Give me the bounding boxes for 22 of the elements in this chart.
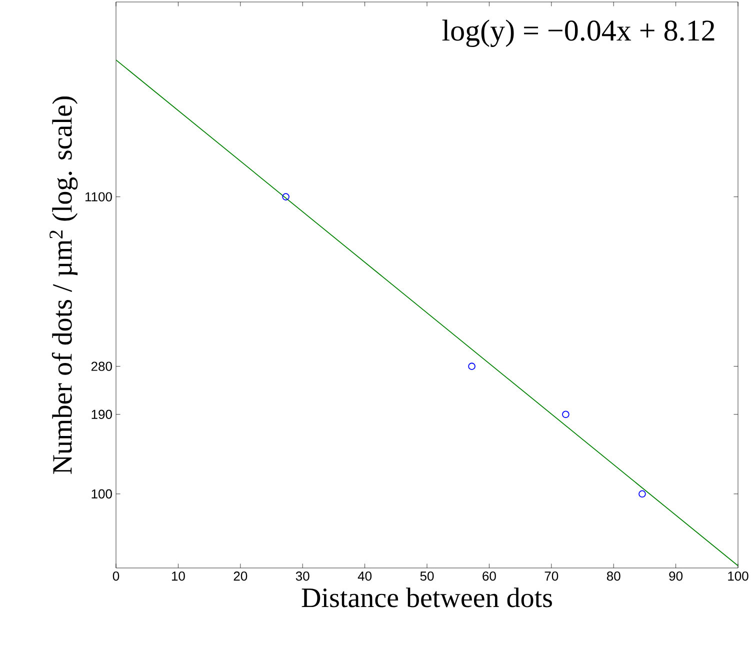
y-tick-label: 190 xyxy=(92,410,112,419)
x-tick-label: 30 xyxy=(296,572,310,581)
x-tick-label: 10 xyxy=(172,572,185,581)
x-tick-label: 20 xyxy=(234,572,248,581)
x-tick-label: 40 xyxy=(358,572,372,581)
point xyxy=(562,410,570,418)
y-tick-label: 280 xyxy=(91,362,112,371)
point xyxy=(282,193,290,200)
y-tick-label: 100 xyxy=(92,489,112,499)
x-tick-label: 70 xyxy=(544,572,558,581)
point xyxy=(468,362,476,370)
x-tick-label: 80 xyxy=(606,572,620,581)
x-tick-label: 50 xyxy=(420,572,434,581)
x-tick-label: 90 xyxy=(669,572,683,581)
y-axis-title: Number of dots / µm$^{2}$ (log. scale) xyxy=(50,96,78,474)
x-tick-label: 60 xyxy=(482,572,496,581)
x-axis-title: Distance between dots xyxy=(302,588,552,608)
y-tick-label: 1100 xyxy=(86,192,112,202)
point xyxy=(638,490,646,498)
x-tick-label: 100 xyxy=(728,572,748,581)
x-tick-label: 0 xyxy=(112,572,120,581)
annotation: log(y) = −0.04x + 8.12 xyxy=(442,20,714,47)
